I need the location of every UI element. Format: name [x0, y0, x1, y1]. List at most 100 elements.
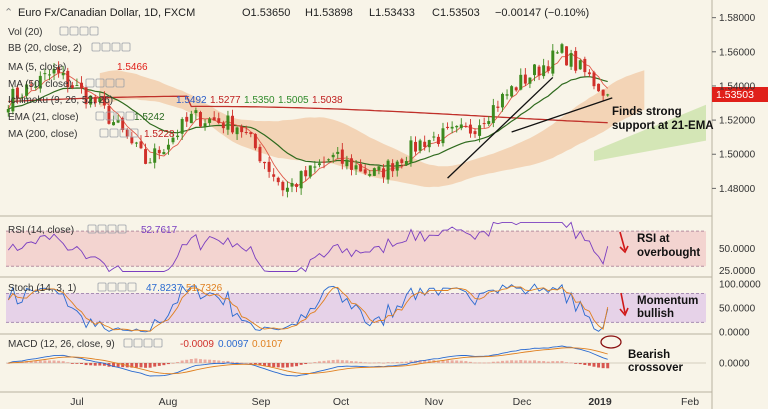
candle-body	[528, 77, 532, 84]
candle-body	[587, 72, 591, 75]
macd-histogram-bar	[231, 361, 234, 363]
legend-ichimoku[interactable]: Ichimoku (9, 26, 52, 26)	[8, 95, 113, 106]
macd-histogram-bar	[427, 360, 431, 363]
legend-control-icon[interactable]	[107, 224, 117, 234]
candle-body	[70, 85, 74, 88]
legend-control-icon[interactable]	[95, 78, 105, 88]
macd-histogram-bar	[185, 359, 189, 363]
macd-histogram-bar	[377, 362, 381, 364]
candle-body	[546, 66, 550, 72]
annotation-support-1: Finds strong	[612, 106, 682, 118]
candle-body	[514, 87, 518, 91]
legend-control-icon[interactable]	[69, 26, 79, 36]
candle-body	[185, 116, 189, 122]
candle-body	[395, 161, 399, 171]
legend-control-icon[interactable]	[153, 338, 163, 348]
macd-histogram-bar	[423, 360, 427, 363]
rsi-line	[7, 221, 609, 273]
candle-body	[372, 168, 376, 176]
candle-body	[235, 127, 239, 135]
legend-control-icon[interactable]	[123, 338, 133, 348]
stoch-k-line	[7, 283, 609, 333]
legend-ma5[interactable]: MA (5, close)	[8, 62, 66, 73]
legend-control-icon[interactable]	[129, 128, 139, 138]
macd-histogram-bar	[404, 361, 408, 363]
ohlc-low: L1.53433	[369, 7, 415, 19]
candle-body	[368, 174, 372, 176]
macd-histogram-bar	[441, 360, 445, 363]
legend-control-icon[interactable]	[119, 128, 129, 138]
macd-histogram-bar	[569, 362, 573, 364]
legend-control-icon[interactable]	[87, 224, 97, 234]
candle-body	[519, 74, 523, 90]
legend-control-icon[interactable]	[105, 78, 115, 88]
macd-histogram-bar	[468, 361, 472, 363]
macd-legend[interactable]: MACD (12, 26, close, 9)	[8, 339, 115, 350]
legend-control-icon[interactable]	[125, 111, 135, 121]
legend-control-icon[interactable]	[99, 128, 109, 138]
legend-bb[interactable]: BB (20, close, 2)	[8, 43, 82, 54]
macd-histogram-bar	[537, 360, 541, 363]
macd-histogram-bar	[400, 361, 404, 363]
legend-control-icon[interactable]	[143, 338, 153, 348]
legend-control-icon[interactable]	[97, 224, 107, 234]
legend-control-icon[interactable]	[79, 26, 89, 36]
candle-body	[436, 136, 440, 145]
legend-control-icon[interactable]	[127, 282, 137, 292]
macd-histogram-bar	[38, 360, 42, 363]
legend-control-icon[interactable]	[101, 42, 111, 52]
legend-control-icon[interactable]	[107, 282, 117, 292]
legend-control-icon[interactable]	[133, 338, 143, 348]
legend-control-icon[interactable]	[95, 111, 105, 121]
candle-body	[244, 131, 248, 133]
legend-control-icon[interactable]	[109, 128, 119, 138]
macd-histogram-bar	[52, 360, 56, 363]
ichimoku-cloud-green	[593, 104, 706, 162]
legend-control-icon[interactable]	[111, 42, 121, 52]
legend-ma200[interactable]: MA (200, close)	[8, 129, 77, 140]
legend-control-icon[interactable]	[117, 224, 127, 234]
legend-ema21[interactable]: EMA (21, close)	[8, 112, 79, 123]
candle-body	[560, 44, 564, 53]
candle-body	[601, 89, 605, 96]
collapse-icon[interactable]: ⌃	[4, 7, 13, 19]
macd-histogram-bar	[295, 363, 299, 367]
legend-control-icon[interactable]	[117, 282, 127, 292]
legend-control-icon[interactable]	[121, 42, 131, 52]
x-axis-label: Aug	[159, 396, 178, 408]
annotation-rsi-1: RSI at	[637, 233, 670, 245]
candle-body	[317, 163, 321, 166]
stoch-legend[interactable]: Stoch (14, 3, 1)	[8, 283, 76, 294]
candle-body	[414, 141, 418, 152]
candle-body	[171, 137, 175, 143]
candle-body	[354, 165, 358, 170]
annotation-support-2: support at 21-EMA	[612, 120, 714, 132]
legend-control-icon[interactable]	[59, 26, 69, 36]
legend-control-icon[interactable]	[91, 42, 101, 52]
price-tick-label: 1.50000	[719, 150, 756, 161]
macd-histogram-bar	[313, 362, 317, 363]
candle-body	[597, 83, 601, 92]
candle-body	[249, 132, 253, 135]
macd-line-value: 0.0097	[218, 339, 249, 350]
candle-body	[336, 151, 340, 154]
candle-body	[61, 72, 65, 76]
macd-histogram-bar	[84, 363, 88, 366]
legend-control-icon[interactable]	[89, 26, 99, 36]
legend-ma50[interactable]: MA (50, close)	[8, 79, 72, 90]
legend-control-icon[interactable]	[115, 78, 125, 88]
rsi-legend[interactable]: RSI (14, close)	[8, 225, 74, 236]
macd-histogram-bar	[130, 363, 134, 368]
macd-histogram-bar	[272, 363, 276, 368]
candle-body	[20, 96, 24, 98]
legend-control-icon[interactable]	[97, 282, 107, 292]
legend-control-icon[interactable]	[115, 111, 125, 121]
legend-vol[interactable]: Vol (20)	[8, 27, 42, 38]
legend-control-icon[interactable]	[105, 111, 115, 121]
candle-body	[34, 86, 38, 88]
candle-body	[359, 164, 363, 172]
macd-histogram-bar	[345, 360, 349, 363]
candle-body	[331, 154, 335, 158]
legend-control-icon[interactable]	[85, 78, 95, 88]
